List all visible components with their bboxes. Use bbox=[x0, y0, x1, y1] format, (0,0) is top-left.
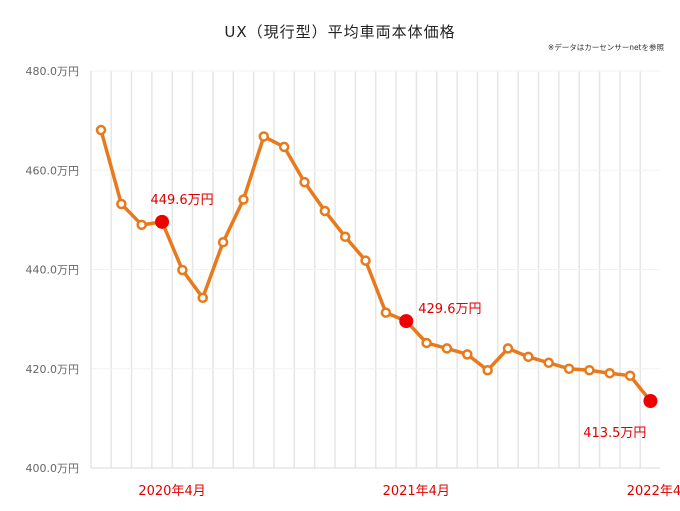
data-point bbox=[462, 349, 473, 360]
data-point bbox=[380, 307, 392, 318]
data-point bbox=[197, 292, 208, 304]
data-point bbox=[543, 357, 554, 369]
data-point bbox=[95, 124, 107, 136]
data-point bbox=[360, 255, 371, 266]
chart-title: UX（現行型）平均車両本体価格 bbox=[224, 23, 456, 41]
y-tick-label: 480.0万円 bbox=[26, 65, 80, 78]
data-point bbox=[624, 370, 636, 381]
data-point bbox=[319, 205, 331, 217]
data-point-highlight bbox=[643, 394, 658, 409]
data-point bbox=[421, 337, 432, 349]
data-point-highlight bbox=[155, 214, 170, 229]
data-point bbox=[563, 363, 575, 374]
data-point bbox=[177, 264, 188, 276]
x-tick-label: 2020年4月 bbox=[138, 484, 205, 499]
data-point bbox=[136, 219, 147, 231]
y-tick-label: 420.0万円 bbox=[26, 363, 80, 376]
data-point bbox=[217, 236, 229, 248]
data-point bbox=[238, 194, 249, 205]
data-point-highlight bbox=[399, 314, 414, 329]
data-point bbox=[339, 231, 351, 242]
series-line bbox=[99, 129, 652, 403]
x-tick-label: 2022年4月 bbox=[627, 484, 680, 499]
x-tick-label: 2021年4月 bbox=[383, 484, 450, 499]
data-point bbox=[278, 141, 290, 153]
source-note: ※データはカーセンサーnetを参照 bbox=[547, 43, 664, 52]
data-point bbox=[299, 176, 310, 188]
data-label: 413.5万円 bbox=[583, 426, 646, 441]
y-tick-label: 400.0万円 bbox=[26, 462, 80, 475]
data-point bbox=[258, 131, 270, 142]
data-label: 429.6万円 bbox=[418, 302, 481, 317]
data-point bbox=[116, 198, 127, 210]
data-point bbox=[523, 351, 534, 363]
data-point bbox=[604, 367, 615, 379]
data-point bbox=[584, 364, 595, 376]
y-tick-label: 440.0万円 bbox=[26, 264, 80, 277]
data-label: 449.6万円 bbox=[150, 193, 213, 208]
data-point bbox=[441, 343, 453, 354]
y-tick-label: 460.0万円 bbox=[26, 164, 80, 177]
data-point bbox=[482, 364, 493, 376]
data-point bbox=[502, 343, 514, 354]
